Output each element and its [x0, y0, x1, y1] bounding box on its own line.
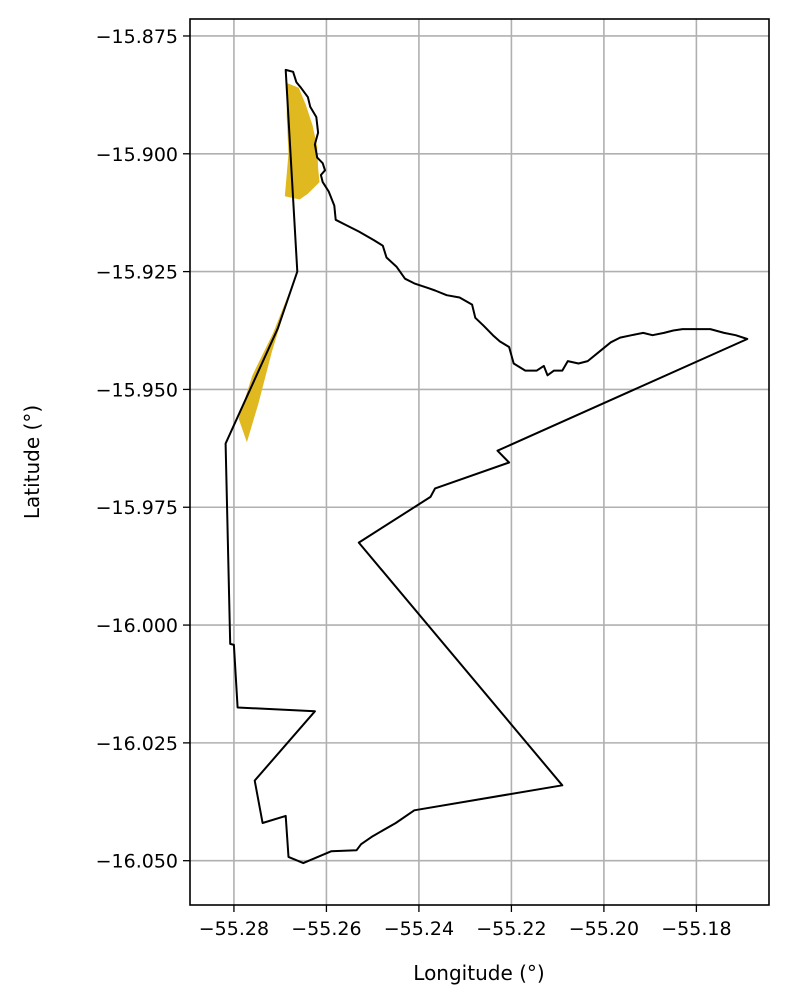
y-tick-label: −16.000: [96, 615, 178, 637]
x-tick-label: −55.20: [569, 918, 639, 940]
x-tick-label: −55.26: [291, 918, 361, 940]
x-tick-label: −55.24: [384, 918, 454, 940]
y-axis-label: Latitude (°): [20, 405, 44, 519]
highlight-polygon: [284, 83, 320, 200]
y-tick-label: −15.900: [96, 144, 178, 166]
grid: [190, 19, 769, 905]
y-tick-label: −15.950: [96, 379, 178, 401]
y-tick-label: −15.875: [96, 26, 178, 48]
x-axis-ticks: −55.28 −55.26 −55.24 −55.22 −55.20 −55.18: [199, 905, 732, 940]
y-axis-ticks: −15.875 −15.900 −15.925 −15.950 −15.975 −16.0…: [96, 26, 190, 873]
x-tick-label: −55.18: [661, 918, 731, 940]
boundary-polygon: [224, 68, 749, 865]
y-tick-label: −15.925: [96, 262, 178, 284]
x-axis-label: Longitude (°): [413, 961, 544, 985]
plot-frame: [189, 18, 770, 906]
y-tick-label: −16.050: [96, 851, 178, 873]
y-tick-label: −15.975: [96, 497, 178, 519]
y-tick-label: −16.025: [96, 733, 178, 755]
x-tick-label: −55.22: [476, 918, 546, 940]
boundary-outline: [224, 68, 749, 865]
x-tick-label: −55.28: [199, 918, 269, 940]
